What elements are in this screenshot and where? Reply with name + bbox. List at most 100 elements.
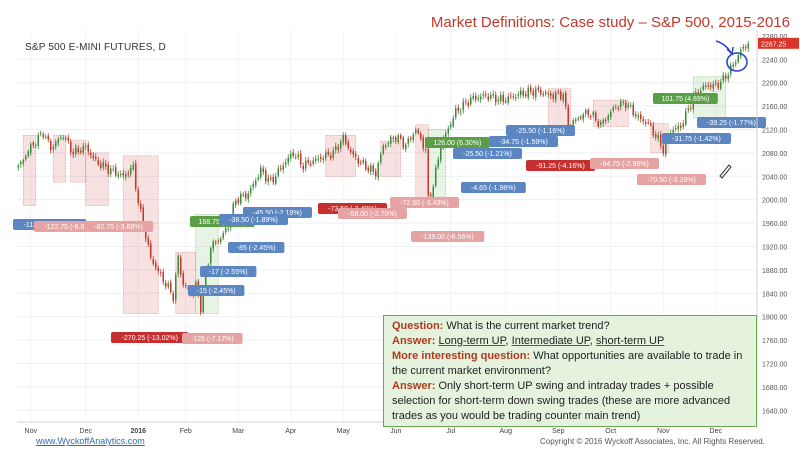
swing-label: -58.00 (-2.70%)	[348, 211, 397, 218]
candle-body	[124, 174, 127, 177]
y-tick-label: 2240.00	[762, 57, 787, 64]
candle-body	[227, 228, 230, 230]
candle-body	[444, 133, 447, 140]
qa-box: Question: What is the current market tre…	[383, 315, 757, 427]
candle-body	[427, 148, 430, 196]
candle-body	[67, 137, 70, 141]
more-question-label: More interesting question:	[392, 350, 531, 362]
candle-body	[84, 146, 87, 148]
candle-body	[57, 139, 60, 144]
candle-body	[307, 160, 310, 163]
candle-body	[339, 142, 342, 149]
candle-body	[19, 162, 22, 165]
candle-body	[92, 155, 95, 159]
candle-body	[367, 167, 370, 171]
y-tick-label: 2160.00	[762, 104, 787, 111]
swing-label: -70.50 (-3.28%)	[647, 177, 696, 184]
candle-body	[717, 83, 720, 88]
candle-body	[562, 94, 565, 101]
candle-body	[397, 135, 400, 142]
candle-body	[469, 97, 472, 105]
candle-body	[392, 137, 395, 139]
candle-body	[159, 272, 162, 274]
candle-body	[324, 152, 327, 159]
candle-body	[612, 107, 615, 111]
candle-body	[249, 187, 252, 194]
y-tick-label-top: 2280.00	[762, 34, 787, 41]
candle-body	[727, 75, 730, 80]
website-link[interactable]: www.WyckoffAnalytics.com	[36, 436, 145, 446]
candle-body	[744, 46, 747, 48]
swing-label-bg	[653, 93, 718, 104]
candle-body	[542, 93, 545, 96]
candle-body	[179, 257, 182, 275]
candle-body	[212, 241, 215, 249]
swing-label-bg	[111, 332, 189, 343]
candle-body	[312, 160, 315, 164]
swing-label: -82.75 (-3.68%)	[94, 224, 143, 231]
candle-body	[47, 135, 50, 140]
swing-label-bg	[489, 136, 558, 147]
candle-body	[572, 120, 575, 125]
candle-body	[627, 104, 630, 107]
instrument-label: S&P 500 E-MINI FUTURES, D	[25, 42, 166, 53]
candle-body	[747, 43, 750, 49]
candle-body	[399, 135, 402, 139]
swing-label-bg	[84, 221, 153, 232]
candle-body	[474, 96, 477, 100]
candle-body	[644, 122, 647, 124]
candle-body	[457, 107, 460, 112]
candle-body	[617, 107, 620, 109]
candle-body	[219, 238, 222, 243]
candle-body	[104, 163, 107, 167]
candle-body	[344, 135, 347, 144]
candle-body	[64, 138, 67, 140]
y-tick-label: 1840.00	[762, 291, 787, 298]
candle-body	[439, 147, 442, 161]
candle-body	[567, 106, 570, 130]
candle-body	[89, 152, 92, 156]
candle-body	[164, 282, 167, 287]
x-tick-label: Apr	[285, 428, 297, 435]
y-tick-label: 1880.00	[762, 268, 787, 275]
swing-label-bg	[506, 125, 575, 136]
swing-label: 101.75 (4.89%)	[661, 96, 709, 103]
candle-body	[319, 156, 322, 159]
candle-body	[372, 165, 375, 172]
candle-body	[77, 148, 80, 152]
candle-body	[149, 243, 152, 258]
candle-body	[454, 108, 457, 118]
swing-label: -64.75 (-2.98%)	[600, 161, 649, 168]
candle-body	[379, 153, 382, 163]
candle-body	[559, 91, 562, 100]
candle-body	[434, 167, 437, 186]
candle-body	[689, 107, 692, 109]
candle-body	[579, 117, 582, 119]
candle-body	[274, 176, 277, 184]
candle-body	[714, 82, 717, 84]
y-tick-label: 1640.00	[762, 408, 787, 415]
candle-body	[37, 134, 40, 146]
swing-box-down	[415, 124, 429, 205]
answer2-label: Answer:	[392, 380, 436, 392]
candle-body	[707, 85, 710, 87]
candle-body	[352, 151, 355, 155]
answer2-line: Answer: Only short-term UP swing and int…	[392, 379, 748, 424]
swing-label-bg	[590, 158, 659, 169]
candle-body	[374, 170, 377, 177]
swing-label-bg	[188, 285, 245, 296]
candle-body	[349, 149, 352, 152]
answer-sep-1: ,	[505, 335, 509, 347]
candle-body	[429, 194, 432, 197]
swing-label: -122.75 (-6.83%)	[44, 224, 97, 231]
candle-body	[134, 163, 137, 190]
swing-label: -39.25 (-1.77%)	[707, 120, 756, 127]
arrowhead-annotation	[726, 46, 734, 56]
candle-body	[404, 144, 407, 149]
candle-body	[652, 125, 655, 136]
candle-body	[242, 194, 245, 196]
swing-box-up	[195, 213, 219, 315]
candle-body	[222, 233, 225, 239]
swing-label: -91.25 (-4.16%)	[536, 163, 585, 170]
candle-body	[719, 82, 722, 89]
